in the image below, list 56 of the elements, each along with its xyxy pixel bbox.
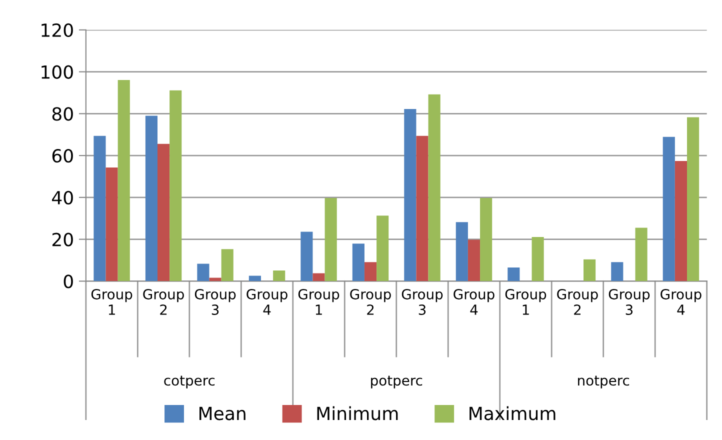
bar [324, 198, 337, 282]
bar [248, 276, 261, 282]
bar [428, 94, 440, 282]
bar [416, 136, 428, 282]
bar [94, 136, 106, 282]
bar [674, 160, 688, 282]
x-tick-label: Group 3 [402, 288, 443, 315]
bar [456, 222, 468, 282]
bar [404, 109, 416, 282]
bar [662, 136, 675, 282]
x-tick-label: Group 2 [143, 288, 184, 315]
x-tick-label: Group 4 [246, 288, 288, 315]
bar [197, 264, 210, 282]
y-tick-label: 60 [52, 149, 73, 163]
y-tick-label: 80 [52, 107, 73, 121]
x-tick-label: Group 1 [298, 288, 340, 315]
x-tick-label: Group 4 [660, 288, 702, 315]
bar [209, 278, 222, 282]
bar [635, 228, 648, 282]
x-tick-label: Group 2 [557, 288, 598, 315]
bar [170, 90, 182, 282]
bar [687, 117, 700, 282]
text: notperc [578, 376, 630, 388]
bar [584, 259, 596, 282]
bar [376, 216, 389, 282]
bar [364, 262, 377, 282]
x-tick-label: Group 1 [505, 288, 546, 315]
bar [352, 244, 364, 282]
bar [312, 273, 325, 282]
legend-label: Minimum [317, 406, 398, 420]
bar [118, 80, 130, 282]
y-tick-label: 20 [52, 232, 73, 246]
text: cotperc [164, 376, 215, 388]
x-tick-label: Group 2 [350, 288, 391, 315]
bar [508, 268, 520, 282]
x-tick-label: Group 1 [91, 288, 132, 315]
bar [157, 144, 170, 282]
x-tick-label: Group 3 [608, 288, 650, 315]
y-tick-label: 40 [52, 190, 73, 205]
bar [611, 262, 624, 282]
bar [273, 270, 286, 282]
bar [300, 232, 313, 282]
y-tick-label: 100 [42, 65, 73, 79]
x-tick-label: Group 3 [194, 288, 236, 315]
y-tick-label: 0 [64, 274, 73, 288]
legend-label: Mean [199, 406, 246, 420]
text: potperc [371, 376, 422, 388]
bar [221, 249, 234, 282]
bar [532, 236, 544, 282]
y-tick-label: 120 [42, 23, 73, 38]
x-tick-label: Group 4 [454, 288, 494, 315]
bar [480, 198, 492, 282]
bar [106, 167, 118, 282]
legend-label: Maximum [470, 406, 556, 420]
bar [468, 240, 480, 282]
bar [145, 116, 158, 282]
